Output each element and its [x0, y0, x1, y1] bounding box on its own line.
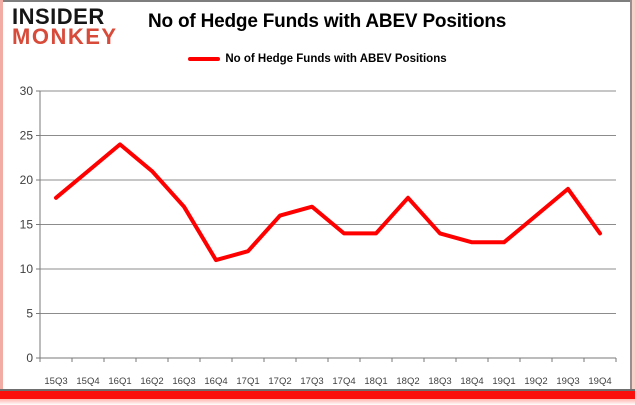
- svg-text:17Q1: 17Q1: [236, 376, 259, 387]
- svg-text:17Q3: 17Q3: [300, 376, 323, 387]
- svg-text:17Q2: 17Q2: [268, 376, 291, 387]
- svg-text:18Q1: 18Q1: [364, 376, 387, 387]
- legend-label: No of Hedge Funds with ABEV Positions: [225, 53, 447, 65]
- frame-left-border: [0, 0, 3, 405]
- logo-line-insider: INSIDER: [12, 4, 105, 29]
- insider-monkey-logo: INSIDER MONKEY: [12, 4, 118, 50]
- frame-right-accent: [632, 0, 635, 405]
- svg-text:17Q4: 17Q4: [332, 376, 355, 387]
- svg-text:18Q3: 18Q3: [428, 376, 451, 387]
- chart-bottom-border: [0, 389, 635, 391]
- red-accent-bar: [0, 391, 635, 399]
- legend-line-swatch: [188, 57, 221, 61]
- logo-line-monkey: MONKEY: [12, 24, 118, 50]
- svg-text:15Q4: 15Q4: [76, 376, 99, 387]
- svg-text:0: 0: [26, 351, 33, 365]
- svg-text:19Q2: 19Q2: [524, 376, 547, 387]
- svg-text:15: 15: [20, 218, 34, 232]
- svg-text:18Q4: 18Q4: [460, 376, 483, 387]
- bottom-accent-bar: [0, 389, 635, 405]
- frame-top-border: [0, 0, 635, 2]
- svg-text:16Q3: 16Q3: [172, 376, 195, 387]
- svg-text:16Q2: 16Q2: [140, 376, 163, 387]
- svg-text:16Q4: 16Q4: [204, 376, 227, 387]
- svg-text:16Q1: 16Q1: [108, 376, 131, 387]
- svg-text:25: 25: [20, 129, 34, 143]
- svg-text:19Q4: 19Q4: [588, 376, 611, 387]
- svg-text:30: 30: [20, 84, 34, 98]
- svg-text:15Q3: 15Q3: [44, 376, 67, 387]
- frame-right-border: [630, 0, 632, 405]
- red-accent-fade: [0, 399, 635, 405]
- svg-text:20: 20: [20, 173, 34, 187]
- svg-text:19Q1: 19Q1: [492, 376, 515, 387]
- svg-text:5: 5: [26, 307, 33, 321]
- page-title: No of Hedge Funds with ABEV Positions: [148, 11, 507, 32]
- svg-text:18Q2: 18Q2: [396, 376, 419, 387]
- svg-text:10: 10: [20, 262, 34, 276]
- chart-legend: No of Hedge Funds with ABEV Positions: [0, 53, 635, 65]
- svg-text:19Q3: 19Q3: [556, 376, 579, 387]
